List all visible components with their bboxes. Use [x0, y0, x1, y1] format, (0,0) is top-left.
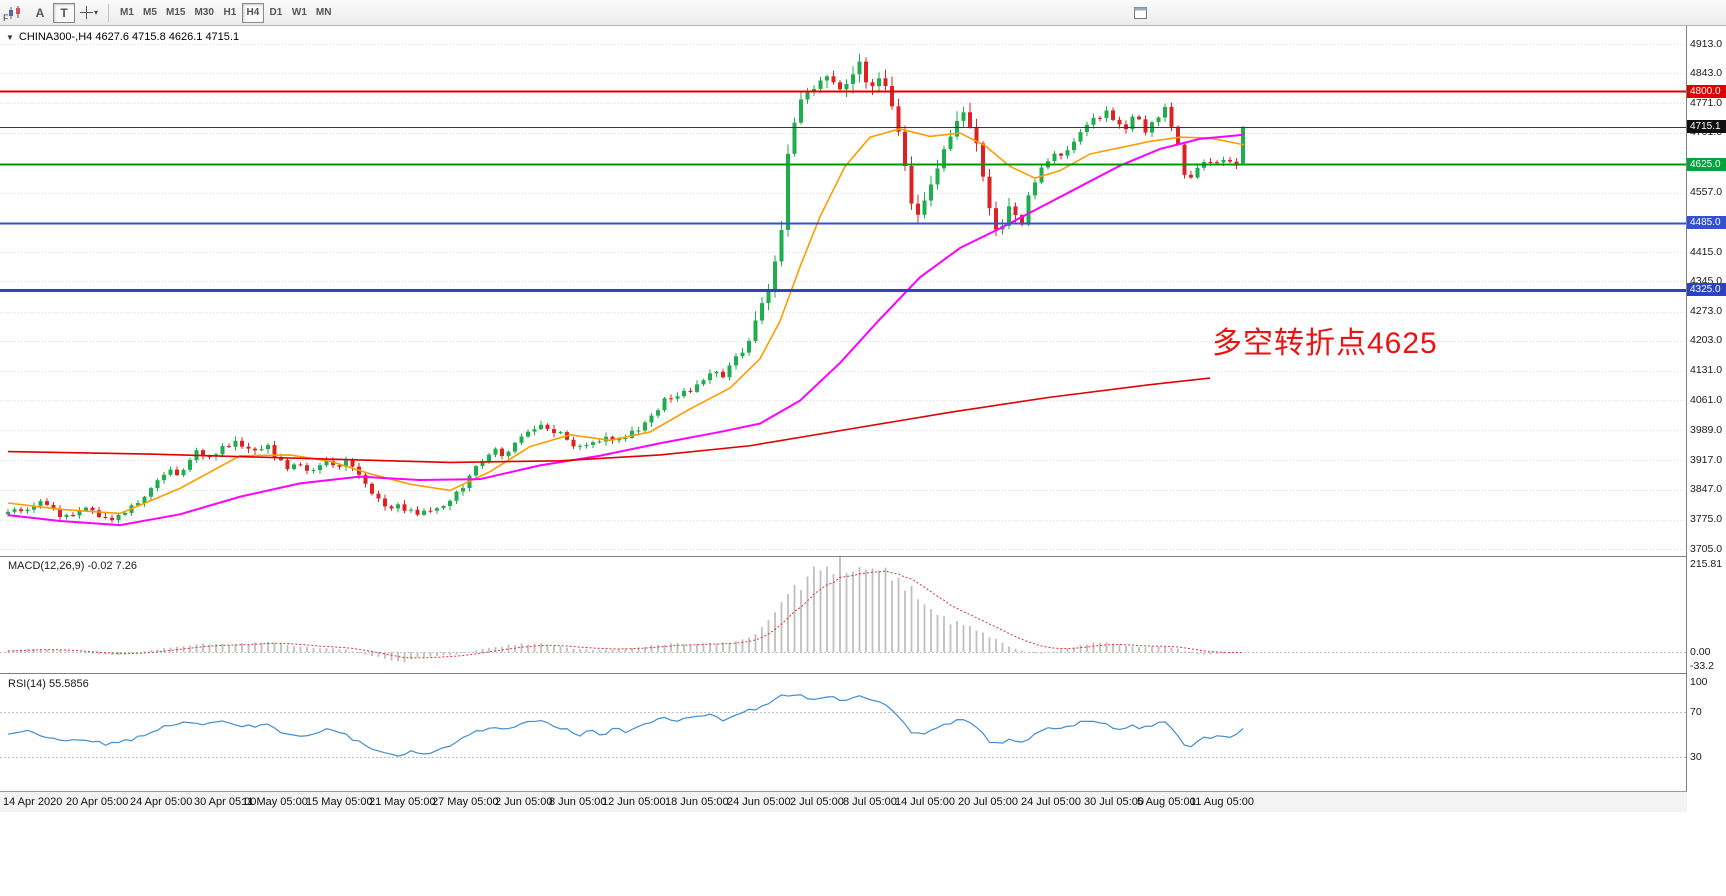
collapse-triangle-icon[interactable]: ▼ [6, 32, 14, 42]
time-label: 8 Jul 05:00 [843, 796, 897, 808]
price-tick: 4415.0 [1690, 245, 1723, 258]
corner-label: F [3, 13, 9, 23]
price-tick: 4203.0 [1690, 334, 1723, 347]
time-label: 20 Apr 05:00 [66, 796, 129, 808]
candles-layer [6, 53, 1245, 524]
timeframe-group: M1 M5 M15 M30 H1 H4 D1 W1 MN [116, 2, 336, 23]
time-label: 2 Jul 05:00 [790, 796, 844, 808]
mid-ma-line [7, 133, 1245, 527]
slow-ma-line [7, 377, 1211, 464]
time-label: 15 May 05:00 [306, 796, 373, 808]
window-icon[interactable] [1128, 3, 1152, 23]
price-tick: 4061.0 [1690, 393, 1723, 406]
price-line-badge[interactable]: 4715.1 [1687, 120, 1726, 134]
tf-button-m5[interactable]: M5 [139, 3, 161, 23]
price-tick: 4771.0 [1690, 96, 1723, 109]
fast-ma-line [7, 128, 1245, 515]
price-line-badge[interactable]: 4800.0 [1687, 84, 1726, 98]
time-label: 27 May 05:00 [432, 796, 499, 808]
time-label: 14 Apr 2020 [3, 796, 63, 808]
macd-label: MACD(12,26,9) -0.02 7.26 [8, 560, 138, 572]
time-label: 21 May 05:00 [369, 796, 436, 808]
macd-scale-tick: -33.2 [1690, 660, 1714, 672]
price-tick: 4913.0 [1690, 37, 1723, 50]
rsi-scale-tick: 70 [1690, 706, 1702, 718]
time-label: 5 Aug 05:00 [1137, 796, 1196, 808]
macd-scale-tick: 0.00 [1690, 646, 1711, 659]
rsi-scale-tick: 100 [1690, 676, 1708, 688]
time-label: 18 Jun 05:00 [665, 796, 729, 808]
price-tick: 3917.0 [1690, 453, 1723, 466]
time-label: 8 Jun 05:00 [549, 796, 607, 808]
chart-type-icon[interactable] [3, 3, 27, 23]
price-tick: 3775.0 [1690, 513, 1723, 526]
price-line-badge[interactable]: 4325.0 [1687, 283, 1726, 297]
macd-signal-line [7, 570, 1244, 659]
time-label: 11 May 05:00 [242, 796, 308, 808]
horizontal-lines-layer[interactable] [0, 90, 1687, 292]
tf-button-m1[interactable]: M1 [116, 3, 138, 23]
rsi-line [7, 694, 1244, 757]
price-tick: 3989.0 [1690, 423, 1723, 436]
symbol-ohlc-line: ▼ CHINA300-,H4 4627.6 4715.8 4626.1 4715… [6, 31, 239, 43]
tf-button-m15[interactable]: M15 [162, 3, 189, 23]
price-tick: 3705.0 [1690, 542, 1723, 555]
time-label: 11 Aug 05:00 [1190, 796, 1255, 808]
tf-button-d1[interactable]: D1 [265, 3, 287, 23]
price-line-badge[interactable]: 4485.0 [1687, 216, 1726, 230]
price-line-badge[interactable]: 4625.0 [1687, 157, 1726, 171]
rsi-label: RSI(14) 55.5856 [8, 678, 89, 690]
tf-button-h4[interactable]: H4 [241, 2, 264, 23]
symbol-ohlc-text: CHINA300-,H4 4627.6 4715.8 4626.1 4715.1 [18, 31, 240, 43]
a-tool-button[interactable]: A [29, 3, 51, 23]
time-axis[interactable]: 14 Apr 2020 20 Apr 05:00 24 Apr 05:00 30 Ap… [0, 791, 1687, 812]
grid-layer [0, 44, 1687, 758]
tf-button-mn[interactable]: MN [312, 3, 336, 23]
macd-scale-tick: 215.81 [1690, 558, 1723, 570]
price-tick: 4131.0 [1690, 364, 1723, 377]
time-label: 14 Jul 05:00 [895, 796, 955, 808]
toolbar: F A T ▾ M1 M5 M15 M30 H1 H4 D1 W1 MN [0, 0, 1726, 26]
time-label: 24 Apr 05:00 [130, 796, 193, 808]
time-label: 20 Jul 05:00 [958, 796, 1018, 808]
price-scale[interactable]: 4913.04843.04771.04701.04557.04415.04345… [1686, 26, 1726, 791]
crosshair-tool-icon[interactable]: ▾ [77, 3, 101, 23]
time-label: 30 Jul 05:00 [1084, 796, 1144, 808]
price-tick: 4843.0 [1690, 66, 1723, 79]
chevron-down-icon: ▾ [93, 8, 98, 17]
time-label: 30 Apr 05:00 [194, 796, 257, 808]
panel-dividers [0, 556, 1687, 674]
time-label: 12 Jun 05:00 [602, 796, 666, 808]
price-tick: 4557.0 [1690, 186, 1723, 199]
time-label: 24 Jul 05:00 [1021, 796, 1081, 808]
tf-button-h1[interactable]: H1 [219, 3, 241, 23]
time-label: 24 Jun 05:00 [727, 796, 791, 808]
price-annotation[interactable]: 多空转折点4625 [1212, 327, 1438, 360]
time-label: 2 Jun 05:00 [495, 796, 553, 808]
moving-averages-layer [7, 128, 1245, 527]
macd-histogram-layer [7, 556, 1244, 663]
price-tick: 3847.0 [1690, 483, 1723, 496]
toolbar-separator [108, 3, 109, 22]
tf-button-w1[interactable]: W1 [288, 3, 311, 23]
rsi-scale-tick: 30 [1690, 751, 1702, 763]
tf-button-m30[interactable]: M30 [190, 3, 217, 23]
price-tick: 4273.0 [1690, 305, 1723, 318]
price-chart-svg[interactable] [0, 26, 1687, 791]
text-tool-button[interactable]: T [53, 2, 75, 23]
